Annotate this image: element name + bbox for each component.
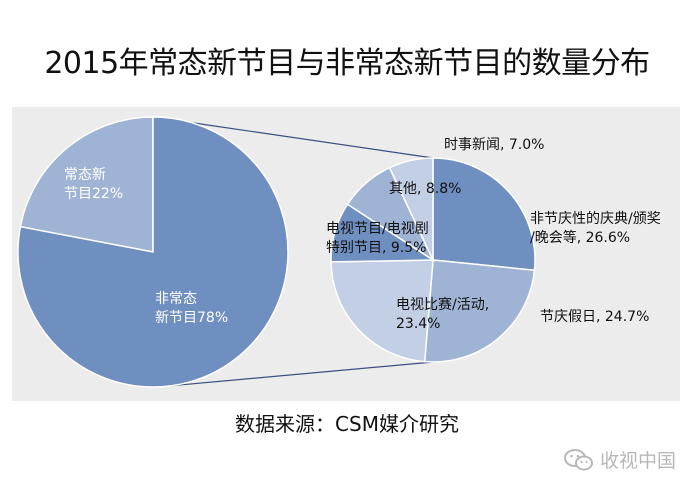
wechat-icon xyxy=(563,448,593,470)
data-source: 数据来源：CSM媒介研究 xyxy=(235,412,459,436)
main-pie-slice-1 xyxy=(17,116,289,388)
detail-pie-slice-2 xyxy=(330,259,434,363)
detail-pie-label-2: 电视比赛/活动, 23.4% xyxy=(396,297,489,332)
chart-title: 2015年常态新节目与非常态新节目的数量分布 xyxy=(44,46,650,81)
detail-pie-label-3: 电视节目/电视剧特别节目, 9.5% xyxy=(326,221,429,256)
connector-line-1 xyxy=(171,361,434,387)
detail-pie-label-1: 节庆假日, 24.7% xyxy=(540,309,649,325)
watermark: 收视中国 xyxy=(563,446,676,473)
chart-panel: 常态新节目22% 非常态新节目78% 非节庆性的庆典/颁奖/晚会等, 26.6% 节庆… xyxy=(12,107,680,401)
detail-pie-slice-5 xyxy=(388,157,434,261)
pie-of-pie-chart: 常态新节目22% 非常态新节目78% 非节庆性的庆典/颁奖/晚会等, 26.6% 节庆… xyxy=(17,116,661,388)
connector-line-0 xyxy=(152,116,434,159)
detail-pie-slice-0 xyxy=(432,157,536,272)
main-pie-label-1: 非常态新节目78% xyxy=(155,291,228,326)
detail-pie-label-0: 非节庆性的庆典/颁奖/晚会等, 26.6% xyxy=(530,210,661,246)
detail-pie-label-4: 其他, 8.8% xyxy=(389,181,461,197)
main-pie-slice-0 xyxy=(19,116,154,253)
detail-pie-slice-1 xyxy=(423,259,536,363)
detail-pie-label-5: 时事新闻, 7.0% xyxy=(444,137,544,153)
watermark-text: 收视中国 xyxy=(599,450,676,472)
main-pie-label-0: 常态新节目22% xyxy=(64,167,123,202)
